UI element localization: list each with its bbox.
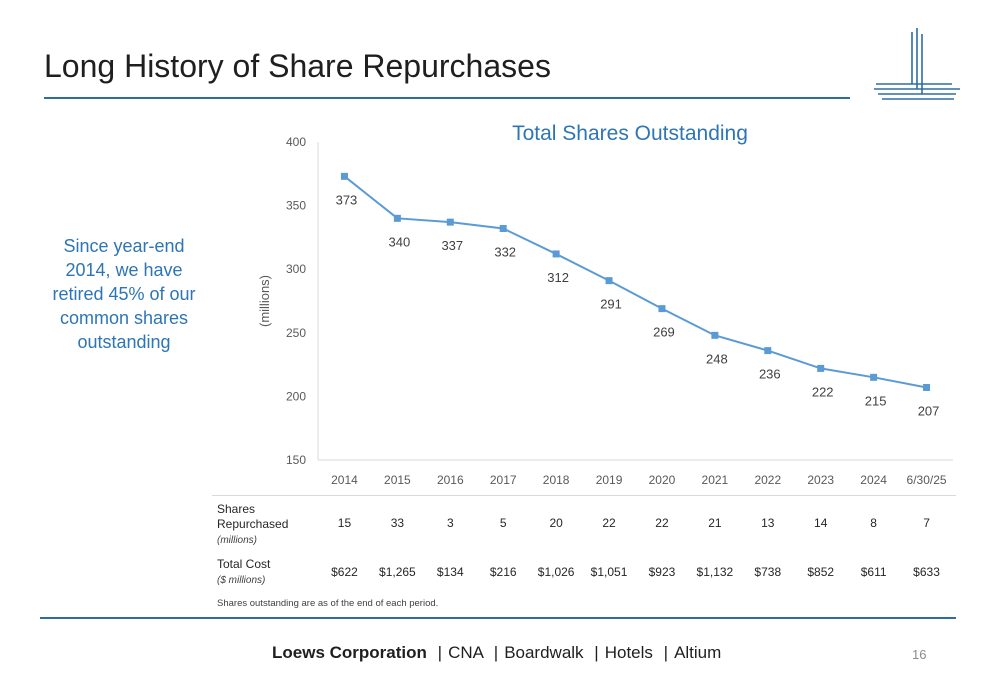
data-label: 332 [494, 244, 516, 259]
y-tick-label: 400 [286, 135, 306, 149]
data-point [552, 250, 560, 258]
data-label: 373 [336, 192, 358, 207]
total-cost-cell: $923 [648, 565, 676, 579]
shares-repurchased-cell: 14 [814, 516, 828, 530]
data-point [817, 364, 825, 372]
y-tick-label: 300 [286, 262, 306, 276]
footnote: Shares outstanding are as of the end of … [217, 598, 439, 609]
data-label: 236 [759, 367, 781, 382]
footer-separator: | [663, 643, 669, 662]
total-cost-title: Total Cost [217, 557, 271, 571]
x-tick-label: 2014 [331, 473, 358, 487]
shares-repurchased-cell: 33 [390, 516, 405, 530]
shares-repurchased-cell: 13 [761, 516, 775, 530]
data-label: 222 [812, 384, 834, 399]
data-point [393, 214, 401, 222]
page-number: 16 [912, 647, 927, 662]
data-point [923, 383, 931, 391]
footer-item-cna: CNA [448, 643, 484, 662]
total-cost-cell: $852 [807, 565, 835, 579]
footer-separator: | [493, 643, 499, 662]
total-cost-cell: $1,051 [590, 565, 628, 579]
x-tick-label: 2015 [384, 473, 411, 487]
loews-logo-icon [874, 28, 960, 100]
callout-text: Since year-end 2014, we have retired 45%… [52, 236, 196, 352]
shares-repurchased-cell: 5 [499, 516, 507, 530]
total-cost-cell: $611 [860, 565, 887, 579]
x-tick-label: 2023 [807, 473, 834, 487]
x-tick-label: 2016 [437, 473, 464, 487]
total-cost-cell: $738 [754, 565, 782, 579]
shares-repurchased-cell: 3 [446, 516, 454, 530]
data-label: 269 [653, 325, 675, 340]
page-title: Long History of Share Repurchases [44, 48, 551, 84]
x-tick-label: 2024 [860, 473, 887, 487]
data-label: 291 [600, 297, 622, 312]
footer-item-altium: Altium [674, 643, 722, 662]
chart-title: Total Shares Outstanding [512, 122, 748, 145]
x-tick-label: 2021 [702, 473, 729, 487]
footer-separator: | [594, 643, 599, 662]
footer-item-boardwalk: Boardwalk [504, 643, 584, 662]
shares-outstanding-chart: Total Shares Outstanding (millions) 400 3… [257, 122, 953, 487]
footer-separator: | [437, 643, 443, 662]
total-cost-cell: $1,026 [537, 565, 575, 579]
title-divider [44, 97, 850, 99]
data-point [711, 331, 719, 339]
data-label: 312 [547, 270, 569, 285]
footer-item-hotels: Hotels [604, 643, 653, 662]
y-tick-label: 250 [286, 326, 306, 340]
y-axis-label: (millions) [257, 275, 272, 327]
shares-repurchased-cell: 21 [708, 516, 722, 530]
footer-brand: Loews Corporation [272, 643, 427, 662]
data-point [340, 172, 348, 180]
shares-repurchased-cell: 20 [549, 516, 563, 530]
data-point [764, 347, 772, 355]
x-tick-label: 6/30/25 [907, 473, 947, 487]
y-tick-label: 350 [286, 199, 306, 213]
data-point [499, 224, 507, 232]
data-point [658, 305, 666, 313]
total-cost-cell: $134 [436, 565, 464, 579]
shares-repurchased-cell: 22 [655, 516, 669, 530]
shares-repurchased-cell: 15 [337, 516, 352, 530]
data-label: 215 [865, 393, 887, 408]
shares-repurchased-label: Shares Repurchased (millions) [217, 502, 297, 548]
total-cost-label: Total Cost ($ millions) [217, 557, 270, 588]
total-cost-cell: $622 [331, 565, 358, 579]
total-cost-unit: ($ millions) [217, 575, 266, 586]
footer-divider [40, 617, 956, 619]
x-tick-label: 2019 [596, 473, 623, 487]
data-label: 340 [389, 234, 411, 249]
shares-repurchased-unit: (millions) [217, 535, 257, 546]
table-divider [212, 495, 956, 496]
data-label: 207 [918, 403, 940, 418]
footer-brands: Loews Corporation | CNA | Boardwalk | Hotel… [272, 643, 721, 663]
x-tick-label: 2022 [754, 473, 781, 487]
shares-repurchased-title: Shares Repurchased [217, 502, 289, 531]
shares-repurchased-cell: 8 [870, 516, 877, 530]
total-cost-cell: $1,265 [379, 565, 416, 579]
data-label: 337 [441, 238, 463, 253]
x-tick-label: 2017 [490, 473, 517, 487]
shares-repurchased-cell: 7 [923, 516, 930, 530]
data-point [870, 373, 878, 381]
data-point [446, 218, 454, 226]
data-label: 248 [706, 351, 728, 366]
total-cost-cell: $633 [913, 565, 940, 579]
x-tick-label: 2018 [543, 473, 570, 487]
total-cost-cell: $216 [489, 565, 517, 579]
shares-series-line [343, 175, 927, 389]
shares-repurchased-cell: 22 [602, 516, 616, 530]
x-tick-label: 2020 [649, 473, 676, 487]
y-tick-label: 150 [286, 453, 306, 467]
data-point [605, 277, 613, 285]
total-cost-cell: $1,132 [696, 565, 734, 579]
y-tick-label: 200 [286, 389, 306, 403]
